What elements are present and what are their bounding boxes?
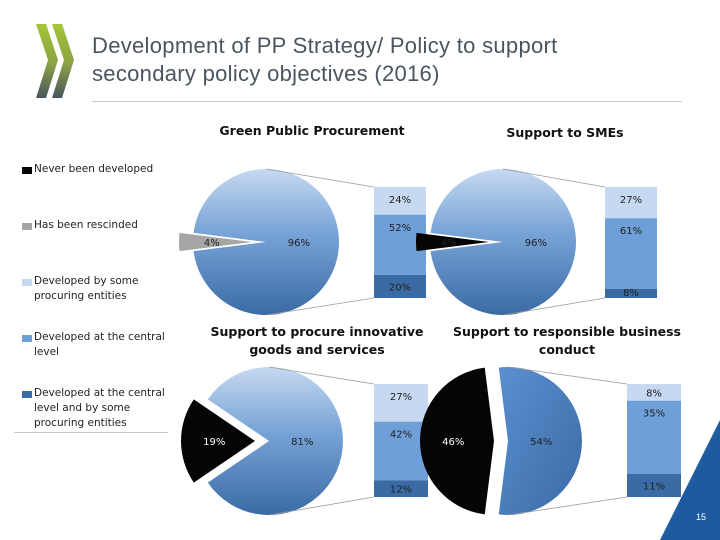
pie-data-label: 4%	[441, 238, 457, 249]
breakdown-data-label: 8%	[646, 388, 662, 399]
legend-label: Has been rescinded	[34, 219, 138, 231]
chart-title: Green Public Procurement	[219, 123, 404, 138]
breakdown-segment	[374, 274, 426, 298]
pie-data-label: 96%	[288, 238, 310, 249]
breakdown-segment	[627, 384, 681, 401]
legend-swatch	[22, 391, 32, 398]
pie-slice-small	[415, 232, 489, 252]
legend-swatch	[22, 167, 32, 174]
breakdown-data-label: 42%	[390, 430, 412, 441]
connector-line	[268, 496, 375, 516]
pie-slice-large	[430, 169, 576, 315]
breakdown-segment	[605, 218, 657, 289]
legend-item: Developed by some procuring entities	[14, 274, 168, 330]
pie-slice-large	[498, 367, 583, 515]
legend-swatch	[22, 279, 32, 286]
chart-title: conduct	[539, 342, 595, 357]
legend-label: Never been developed	[34, 163, 154, 175]
breakdown-data-label: 24%	[389, 195, 411, 206]
chart-title: Support to SMEs	[506, 125, 623, 140]
legend-label: Developed at the central level and by som…	[34, 387, 165, 429]
pie-data-label: 96%	[525, 238, 547, 249]
legend-item: Never been developed	[14, 162, 168, 218]
breakdown-data-label: 27%	[390, 392, 412, 403]
connector-line	[268, 366, 375, 385]
breakdown-segment	[374, 421, 428, 481]
connector-line	[502, 168, 606, 188]
pie-data-label: 54%	[530, 437, 552, 448]
pie-slice-small	[178, 232, 252, 252]
chart-title: goods and services	[249, 342, 384, 357]
connector-line	[502, 297, 606, 316]
breakdown-segment	[374, 187, 426, 215]
title-line-2: secondary policy objectives (2016)	[92, 61, 440, 86]
pie-slice-large	[207, 367, 343, 515]
legend-swatch	[22, 223, 32, 230]
breakdown-segment	[627, 400, 681, 474]
breakdown-data-label: 61%	[620, 226, 642, 237]
breakdown-data-label: 8%	[623, 288, 639, 299]
page-number: 15	[695, 512, 706, 522]
pie-data-label: 4%	[204, 238, 220, 249]
legend-divider	[14, 432, 168, 433]
breakdown-data-label: 20%	[389, 282, 411, 293]
connector-line	[507, 366, 628, 385]
legend-label: Developed at the central level	[34, 331, 165, 358]
pie-data-label: 19%	[203, 437, 225, 448]
breakdown-data-label: 52%	[389, 223, 411, 234]
breakdown-segment	[374, 480, 428, 497]
chart-title: Support to procure innovative	[211, 324, 424, 339]
breakdown-data-label: 35%	[643, 409, 665, 420]
breakdown-data-label: 12%	[390, 485, 412, 496]
pie-data-label: 46%	[442, 437, 464, 448]
slide-title: Development of PP Strategy/ Policy to su…	[92, 32, 692, 88]
oecd-logo-icon	[34, 22, 76, 105]
chart-title: Support to responsible business	[453, 324, 681, 339]
connector-line	[507, 496, 628, 516]
pie-slice-small	[180, 399, 255, 483]
breakdown-data-label: 27%	[620, 195, 642, 206]
breakdown-segment	[605, 288, 657, 298]
title-divider	[92, 101, 682, 102]
legend-item: Has been rescinded	[14, 218, 168, 274]
title-line-1: Development of PP Strategy/ Policy to su…	[92, 33, 558, 58]
corner-decoration	[660, 420, 720, 540]
connector-line	[265, 168, 375, 188]
pie-slice-small	[420, 367, 494, 515]
legend-item: Developed at the central level	[14, 330, 168, 386]
breakdown-data-label: 11%	[643, 481, 665, 492]
legend: Never been developed Has been rescinded De…	[14, 162, 168, 442]
breakdown-segment	[605, 187, 657, 219]
connector-line	[265, 297, 375, 316]
legend-item: Developed at the central level and by som…	[14, 386, 168, 442]
pie-data-label: 81%	[291, 437, 313, 448]
breakdown-segment	[374, 384, 428, 422]
pie-slice-large	[193, 168, 339, 315]
legend-swatch	[22, 335, 32, 342]
breakdown-segment	[627, 473, 681, 497]
legend-label: Developed by some procuring entities	[34, 275, 139, 302]
